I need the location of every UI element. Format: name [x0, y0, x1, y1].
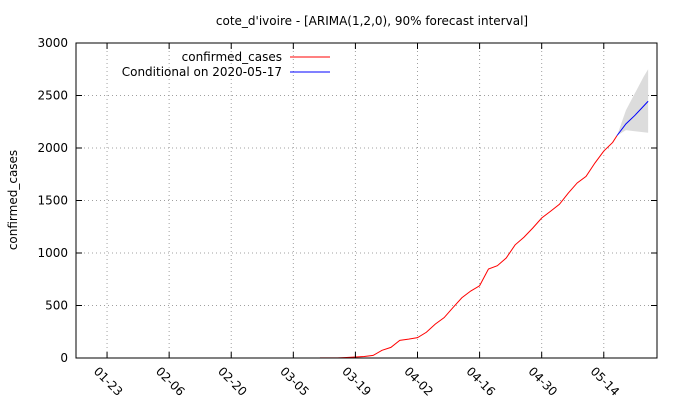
- y-tick-label: 2500: [37, 89, 68, 103]
- x-tick-label: 04-02: [401, 364, 436, 399]
- grid: [76, 43, 657, 358]
- axis-ticks: 0 500 1000 1500 2000 2500 3000 01-23 02-06 02-20 0…: [37, 36, 657, 399]
- plot-frame: [75, 42, 658, 359]
- y-tick-label: 500: [45, 299, 68, 313]
- y-tick-label: 0: [60, 351, 68, 365]
- x-tick-label: 05-14: [588, 364, 623, 399]
- x-tick-label: 03-19: [339, 364, 374, 399]
- series: [319, 100, 649, 359]
- forecast-interval: [617, 69, 649, 136]
- y-tick-label: 1000: [37, 246, 68, 260]
- y-axis-label: confirmed_cases: [6, 150, 20, 250]
- series-line-confirmed-cases: [319, 135, 618, 359]
- y-tick-label: 1500: [37, 194, 68, 208]
- chart-title: cote_d'ivoire - [ARIMA(1,2,0), 90% forec…: [216, 14, 528, 28]
- x-tick-label: 01-23: [91, 364, 126, 399]
- forecast-interval-band: [617, 69, 649, 136]
- x-tick-label: 02-06: [153, 364, 188, 399]
- x-tick-label: 03-05: [277, 364, 312, 399]
- y-tick-label: 2000: [37, 141, 68, 155]
- legend-label: confirmed_cases: [182, 50, 282, 64]
- y-tick-label: 3000: [37, 36, 68, 50]
- series-line-forecast: [616, 100, 649, 136]
- legend-label: Conditional on 2020-05-17: [122, 65, 282, 79]
- x-tick-label: 04-16: [463, 364, 498, 399]
- x-tick-label: 02-20: [215, 364, 250, 399]
- x-tick-label: 04-30: [526, 364, 561, 399]
